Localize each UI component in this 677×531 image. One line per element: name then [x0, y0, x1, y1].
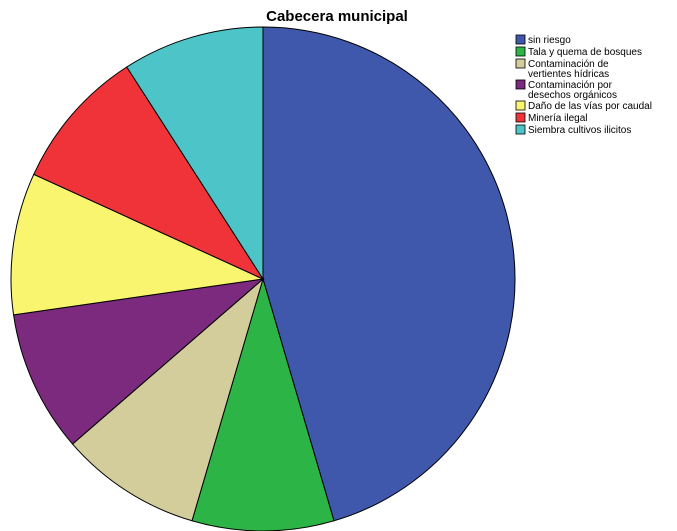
- legend-label-4-line-1: Contaminación por: [528, 80, 613, 91]
- legend-swatch-1: [515, 34, 526, 45]
- pie-slices: [10, 26, 516, 531]
- pie-slice-1: [262, 26, 516, 522]
- pie-slice-7: [126, 26, 264, 281]
- pie-slice-3: [71, 277, 264, 522]
- legend-label-5: Daño de las vías por caudal: [528, 101, 652, 112]
- legend-swatch-3: [515, 58, 526, 69]
- pie-slice-4: [12, 278, 265, 445]
- legend-swatch-6: [515, 112, 526, 123]
- chart-title: Cabecera municipal: [266, 8, 408, 25]
- legend-label-1: sin riesgo: [528, 35, 571, 46]
- legend-swatch-2: [515, 46, 526, 57]
- legend-label-3-line-1: Contaminación de: [528, 59, 609, 70]
- legend-swatch-4: [515, 79, 526, 90]
- pie-slice-5: [10, 173, 265, 316]
- legend-label-4-line-2: desechos orgánicos: [528, 90, 617, 101]
- legend-swatch-7: [515, 124, 526, 135]
- legend-swatch-5: [515, 100, 526, 111]
- legend-label-6: Minería ilegal: [528, 113, 587, 124]
- legend-label-2: Tala y quema de bosques: [528, 47, 642, 58]
- legend-label-7: Siembra cultivos ilicitos: [528, 125, 631, 136]
- legend-label-3-line-2: vertientes hídricas: [528, 69, 609, 80]
- pie-slice-6: [33, 66, 265, 281]
